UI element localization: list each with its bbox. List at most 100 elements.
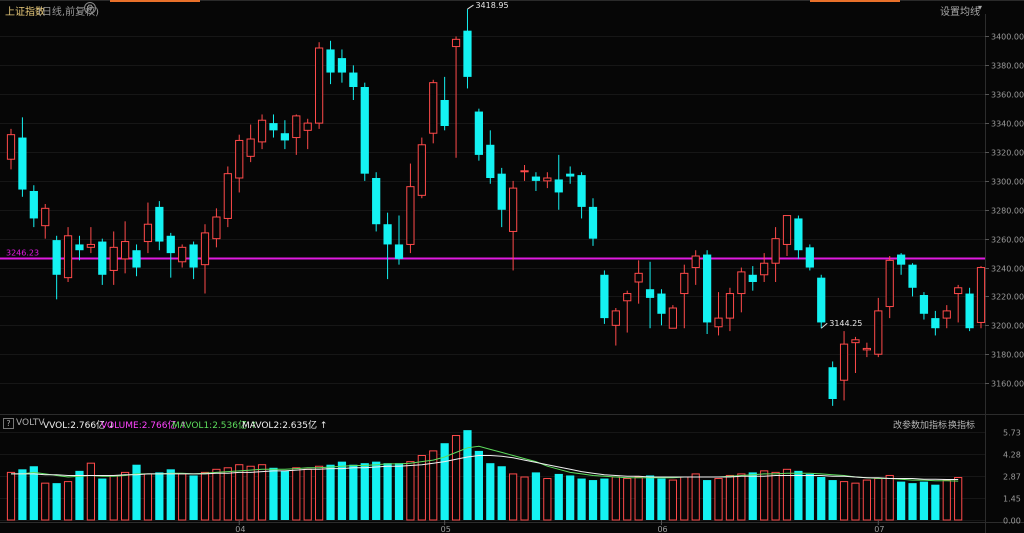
candle-body	[257, 119, 267, 143]
volume-bar	[839, 481, 849, 521]
candle-body	[680, 272, 689, 295]
time-axis: 04 05 06 07	[235, 520, 884, 533]
volume-bar	[611, 476, 620, 521]
candle-body	[520, 170, 529, 173]
edit-params-button[interactable]: 改参数	[893, 421, 921, 431]
candle-body	[897, 254, 906, 265]
volume-bar	[429, 450, 438, 521]
volume-bar	[52, 483, 61, 520]
volume-bar	[166, 469, 175, 520]
candle-body	[554, 179, 563, 193]
volume-bar	[634, 476, 643, 521]
candle-body	[75, 244, 84, 251]
volume-bar	[29, 466, 38, 520]
volume-bar	[497, 466, 506, 520]
gear-icon[interactable]: ⚙	[84, 2, 96, 14]
candle-body	[132, 250, 141, 268]
candle-body	[874, 310, 883, 355]
volume-bar	[737, 473, 746, 521]
volume-bar	[178, 473, 187, 521]
price-tick-label: 3160.00	[991, 380, 1024, 389]
volume-bar	[577, 478, 586, 520]
ma-setting-button[interactable]: 设置均线	[940, 7, 980, 18]
candle-body	[189, 244, 198, 268]
price-annotations: 3418.95 3144.25	[467, 1, 862, 329]
candle-body	[942, 310, 951, 319]
volume-readout: VOLUME:2.766亿 ↑	[101, 421, 187, 431]
volume-bar	[292, 467, 301, 521]
candle-body	[725, 293, 735, 319]
volume-bar	[931, 484, 940, 520]
price-tick-label: 3400.00	[991, 33, 1024, 42]
candle-body	[976, 267, 986, 323]
candle-body	[212, 216, 221, 240]
candle-body	[771, 238, 780, 264]
candle-body	[246, 138, 255, 157]
candle-body	[703, 254, 712, 323]
mavol2-readout: MAVOL2:2.635亿 ↑	[242, 421, 328, 431]
volume-bar	[394, 463, 404, 520]
volume-bar	[223, 467, 232, 521]
candle-body	[429, 82, 438, 134]
volume-bar	[885, 474, 894, 521]
volume-bar	[98, 478, 107, 520]
volume-bar	[554, 473, 563, 520]
candle-body	[965, 293, 974, 329]
volume-bar	[543, 478, 552, 521]
volume-bar	[280, 470, 289, 520]
volume-bar	[874, 478, 883, 521]
volume-bar	[303, 468, 312, 521]
volume-bar	[337, 461, 347, 520]
time-tick-label: 04	[235, 525, 245, 533]
candle-body	[954, 287, 963, 295]
candle-body	[315, 47, 324, 124]
candle-body	[794, 218, 803, 251]
candle-body	[166, 235, 175, 254]
volume-bar	[109, 474, 118, 521]
volume-bar	[862, 479, 871, 521]
candle-body	[634, 272, 643, 283]
price-tick-label: 3380.00	[991, 62, 1024, 71]
candle-body	[360, 87, 369, 174]
candle-body	[737, 271, 746, 295]
candle-body	[463, 30, 472, 77]
volume-bar	[41, 482, 50, 521]
candle-body	[919, 295, 929, 314]
volume-bar	[349, 464, 358, 520]
volume-bar	[691, 473, 700, 521]
help-icon[interactable]: ?	[3, 418, 14, 429]
top-border	[0, 0, 1024, 1]
volume-bar	[771, 471, 780, 521]
candlestick-series	[6, 9, 986, 406]
volume-tick-label: 2.87	[1003, 473, 1021, 482]
volume-bar	[132, 464, 141, 520]
candle-body	[566, 173, 575, 177]
candle-body	[497, 173, 506, 210]
candle-body	[668, 307, 677, 329]
volume-bar	[189, 475, 198, 520]
candle-body	[303, 122, 312, 131]
candle-body	[748, 274, 757, 282]
volume-bar	[942, 479, 951, 521]
candle-body	[805, 247, 814, 268]
candle-body	[41, 207, 50, 227]
chevron-down-icon[interactable]: ▾	[977, 3, 982, 12]
switch-indicator-button[interactable]: 换指标	[948, 421, 976, 431]
volume-bar	[623, 478, 632, 521]
volume-bar	[600, 478, 609, 520]
volume-bar	[725, 474, 735, 521]
candle-body	[143, 223, 153, 243]
candle-body	[440, 100, 449, 126]
candle-body	[406, 186, 415, 245]
candle-body	[349, 72, 358, 87]
reference-line-label: 3246.23	[6, 249, 39, 258]
candle-body	[451, 38, 461, 48]
candle-body	[817, 277, 826, 323]
candle-body	[6, 134, 16, 160]
volume-bar	[406, 461, 415, 521]
index-title[interactable]: 上证指数	[5, 7, 45, 18]
add-indicator-button[interactable]: 加指标	[920, 421, 948, 431]
volume-bar	[680, 476, 689, 521]
volume-bar	[782, 468, 792, 521]
